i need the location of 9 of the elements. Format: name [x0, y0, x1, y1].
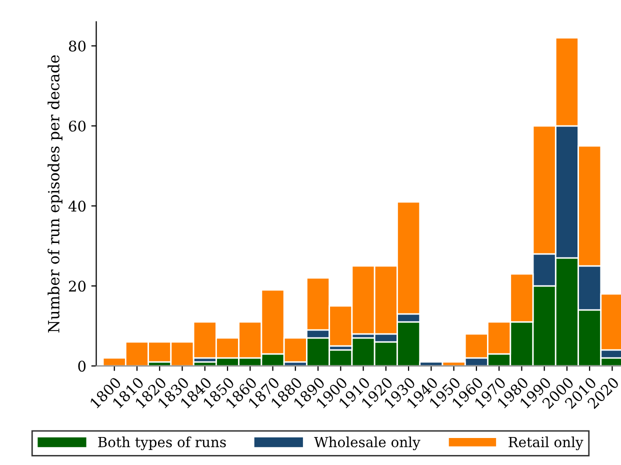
y-tick-label: 40 — [68, 200, 86, 212]
legend-label: Both types of runs — [98, 436, 226, 450]
legend-label: Retail only — [508, 436, 584, 450]
y-tick-label: 20 — [68, 280, 86, 292]
y-tick-label: 80 — [68, 40, 86, 52]
legend-label: Wholesale only — [314, 436, 420, 450]
y-tick-label: 0 — [78, 360, 86, 372]
y-tick-label: 60 — [68, 120, 86, 132]
y-axis-title: Number of run episodes per decade — [48, 55, 62, 333]
